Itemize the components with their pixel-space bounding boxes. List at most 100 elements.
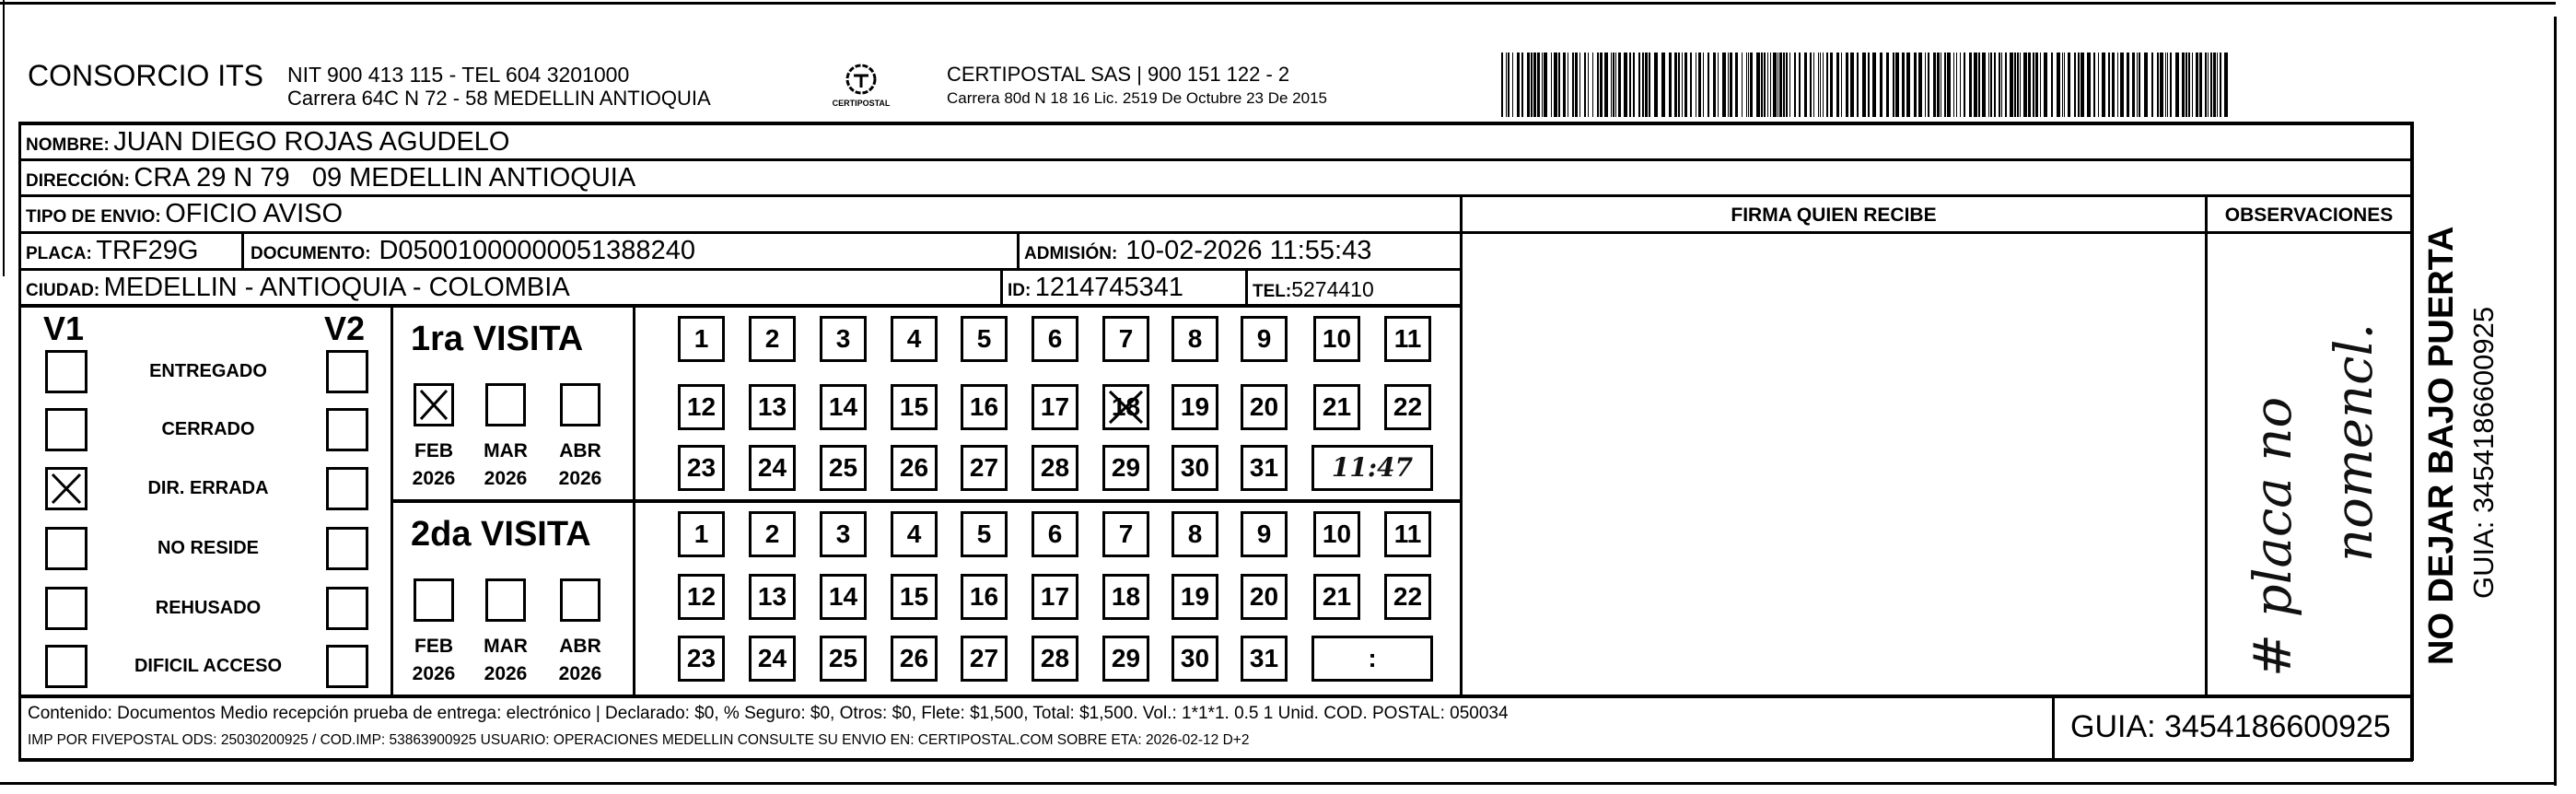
month-checkbox[interactable] (560, 383, 600, 426)
day-box[interactable]: 4 (891, 511, 938, 557)
day-box[interactable]: 28 (1032, 636, 1078, 682)
day-box[interactable]: 9 (1241, 511, 1288, 557)
day-box[interactable]: 9 (1241, 316, 1288, 362)
day-box[interactable]: 12 (678, 574, 725, 620)
barcode-bar (2023, 53, 2027, 117)
v2-checkbox[interactable] (326, 587, 368, 630)
day-box[interactable]: 3 (820, 316, 867, 362)
day-box[interactable]: 19 (1171, 384, 1218, 430)
day-box[interactable]: 8 (1171, 316, 1218, 362)
month-checkbox[interactable] (560, 578, 600, 622)
day-box[interactable]: 26 (891, 636, 938, 682)
month-checkbox[interactable] (485, 383, 526, 426)
day-box[interactable]: 2 (749, 316, 796, 362)
barcode-bar (1722, 53, 1726, 117)
v1-checkbox[interactable] (45, 350, 87, 393)
barcode-bar (1893, 53, 1894, 117)
day-box[interactable]: 23 (678, 445, 725, 491)
firma-area[interactable] (1464, 236, 2203, 691)
admision-row: ADMISIÓN: 10-02-2026 11:55:43 (1024, 234, 1371, 272)
day-box[interactable]: 22 (1384, 574, 1431, 620)
day-box[interactable]: 25 (820, 445, 867, 491)
day-box[interactable]: 26 (891, 445, 938, 491)
day-box[interactable]: 31 (1241, 636, 1288, 682)
barcode-bar (2040, 53, 2041, 117)
barcode-bar (1629, 53, 1631, 117)
day-box[interactable]: 16 (961, 384, 1008, 430)
observaciones-header: OBSERVACIONES (2224, 204, 2394, 226)
v2-checkbox[interactable] (326, 645, 368, 688)
day-box[interactable]: 11 (1384, 316, 1431, 362)
barcode-bar (1506, 53, 1507, 117)
day-box[interactable]: 27 (961, 636, 1008, 682)
v2-checkbox[interactable] (326, 527, 368, 570)
v2-checkbox[interactable] (326, 350, 368, 393)
v1-checkbox[interactable] (45, 587, 87, 630)
v1-checkbox[interactable] (45, 467, 87, 510)
day-box[interactable]: 11 (1384, 511, 1431, 557)
day-box[interactable]: 29 (1102, 445, 1149, 491)
day-box-marked[interactable]: 18 (1102, 384, 1149, 430)
v2-checkbox[interactable] (326, 408, 368, 451)
day-box[interactable]: 6 (1032, 316, 1078, 362)
day-box[interactable]: 4 (891, 316, 938, 362)
day-box[interactable]: 29 (1102, 636, 1149, 682)
barcode-bar (1579, 53, 1580, 117)
v2-checkbox[interactable] (326, 467, 368, 510)
day-box[interactable]: 23 (678, 636, 725, 682)
day-box[interactable]: 15 (891, 574, 938, 620)
month-checkbox[interactable] (414, 578, 454, 622)
day-box[interactable]: 13 (749, 384, 796, 430)
day-box[interactable]: 12 (678, 384, 725, 430)
day-box[interactable]: 20 (1241, 574, 1288, 620)
day-box[interactable]: 2 (749, 511, 796, 557)
barcode-bar (2186, 53, 2187, 117)
day-box[interactable]: 14 (820, 384, 867, 430)
time-value: 11:47 (1331, 452, 1414, 483)
barcode-bar (1813, 53, 1814, 117)
day-box[interactable]: 24 (749, 445, 796, 491)
day-box[interactable]: 30 (1171, 636, 1218, 682)
day-box[interactable]: 24 (749, 636, 796, 682)
day-box[interactable]: 7 (1102, 511, 1149, 557)
day-box[interactable]: 8 (1171, 511, 1218, 557)
day-box[interactable]: 10 (1313, 316, 1360, 362)
day-box[interactable]: 13 (749, 574, 796, 620)
tipo-value: OFICIO AVISO (165, 199, 344, 228)
day-box[interactable]: 28 (1032, 445, 1078, 491)
barcode-bar (2010, 53, 2013, 117)
day-box[interactable]: 16 (961, 574, 1008, 620)
day-box[interactable]: 30 (1171, 445, 1218, 491)
sender-address: Carrera 64C N 72 - 58 MEDELLIN ANTIOQUIA (287, 87, 711, 110)
v1-checkbox[interactable] (45, 527, 87, 570)
day-box[interactable]: 3 (820, 511, 867, 557)
day-box[interactable]: 25 (820, 636, 867, 682)
v1-checkbox[interactable] (45, 408, 87, 451)
day-box[interactable]: 1 (678, 511, 725, 557)
row-line (18, 231, 2413, 234)
day-box[interactable]: 27 (961, 445, 1008, 491)
time-box[interactable]: 11:47 (1311, 445, 1433, 491)
day-box[interactable]: 6 (1032, 511, 1078, 557)
day-box[interactable]: 21 (1313, 574, 1360, 620)
barcode-bar (1810, 53, 1812, 117)
day-box[interactable]: 14 (820, 574, 867, 620)
day-box[interactable]: 5 (961, 511, 1008, 557)
day-box[interactable]: 21 (1313, 384, 1360, 430)
day-box[interactable]: 18 (1102, 574, 1149, 620)
day-box[interactable]: 19 (1171, 574, 1218, 620)
month-checkbox[interactable] (414, 383, 454, 426)
day-box[interactable]: 5 (961, 316, 1008, 362)
day-box[interactable]: 17 (1032, 574, 1078, 620)
day-box[interactable]: 31 (1241, 445, 1288, 491)
month-checkbox[interactable] (485, 578, 526, 622)
day-box[interactable]: 1 (678, 316, 725, 362)
day-box[interactable]: 7 (1102, 316, 1149, 362)
v1-checkbox[interactable] (45, 645, 87, 688)
day-box[interactable]: 22 (1384, 384, 1431, 430)
day-box[interactable]: 20 (1241, 384, 1288, 430)
day-box[interactable]: 10 (1313, 511, 1360, 557)
time-box[interactable]: : (1311, 636, 1433, 682)
day-box[interactable]: 17 (1032, 384, 1078, 430)
day-box[interactable]: 15 (891, 384, 938, 430)
